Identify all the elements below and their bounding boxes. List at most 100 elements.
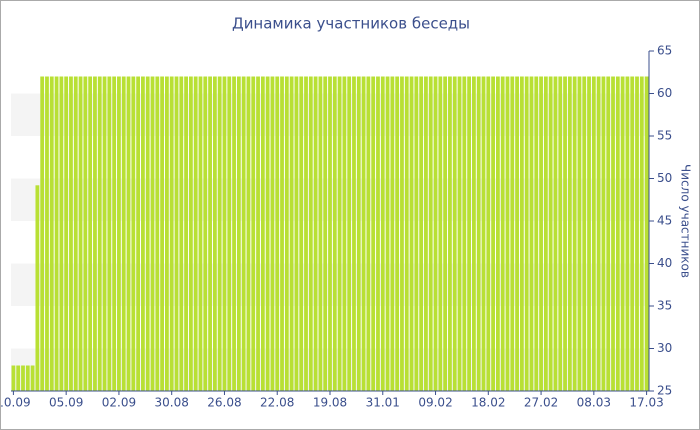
bar — [308, 76, 313, 391]
bar — [64, 76, 69, 391]
bar — [11, 365, 16, 391]
y-tick-label: 40 — [657, 256, 672, 270]
bar — [519, 76, 524, 391]
bar — [361, 76, 366, 391]
bar — [165, 76, 169, 391]
bar — [438, 76, 443, 391]
bar — [246, 76, 251, 391]
bar — [174, 76, 179, 391]
x-tick-label: 10.09 — [0, 396, 31, 410]
bar — [241, 76, 246, 391]
bar — [395, 76, 400, 391]
bar — [524, 76, 529, 391]
chart-title: Динамика участников беседы — [232, 15, 470, 33]
bar — [212, 76, 217, 391]
bar — [452, 76, 457, 391]
bar — [323, 76, 328, 391]
bar — [155, 76, 160, 391]
bar — [601, 76, 606, 391]
bar — [558, 76, 563, 391]
x-tick-label: 05.09 — [49, 396, 83, 410]
bar — [227, 76, 232, 391]
bar — [260, 76, 265, 391]
bar — [208, 76, 212, 391]
bar — [54, 76, 59, 391]
bar — [371, 76, 376, 391]
bar — [433, 76, 438, 391]
bar — [141, 76, 145, 391]
bar — [73, 76, 78, 391]
bar — [251, 76, 256, 391]
y-tick-label: 50 — [657, 171, 672, 185]
bar — [198, 76, 203, 391]
bar — [539, 76, 543, 391]
bar — [30, 365, 35, 391]
bar — [515, 76, 519, 391]
bar — [486, 76, 491, 391]
x-tick-label: 18.02 — [471, 396, 505, 410]
bar — [553, 76, 558, 391]
bar — [203, 76, 208, 391]
y-tick-label: 30 — [657, 341, 672, 355]
bar — [25, 365, 30, 391]
bar — [529, 76, 534, 391]
bar — [472, 76, 476, 391]
bar — [265, 76, 270, 391]
bar — [270, 76, 275, 391]
x-tick-label: 30.08 — [155, 396, 189, 410]
x-tick-label: 27.02 — [524, 396, 558, 410]
bar — [160, 76, 165, 391]
bar — [107, 76, 112, 391]
bar — [591, 76, 596, 391]
bar — [400, 76, 404, 391]
bar — [332, 76, 337, 391]
bar — [596, 76, 601, 391]
bar — [577, 76, 582, 391]
bar — [299, 76, 304, 391]
bar — [462, 76, 467, 391]
bar — [35, 185, 40, 391]
x-tick-label: 17.03 — [629, 396, 663, 410]
bar — [404, 76, 409, 391]
bar — [548, 76, 553, 391]
bar — [88, 76, 93, 391]
y-axis-label: Число участников — [679, 164, 693, 278]
bar — [313, 76, 318, 391]
x-tick-label: 19.08 — [313, 396, 347, 410]
bar — [500, 76, 505, 391]
bar — [97, 76, 102, 391]
bar — [563, 76, 567, 391]
bar — [639, 76, 644, 391]
bar — [232, 76, 236, 391]
x-tick-label: 02.09 — [102, 396, 136, 410]
y-tick-label: 25 — [657, 384, 672, 398]
bar — [380, 76, 385, 391]
bar — [294, 76, 299, 391]
bar — [217, 76, 222, 391]
bar — [222, 76, 227, 391]
bar — [275, 76, 280, 391]
bar — [366, 76, 371, 391]
bar — [419, 76, 424, 391]
bar — [510, 76, 515, 391]
bar — [582, 76, 587, 391]
bar — [448, 76, 452, 391]
bar — [49, 76, 54, 391]
bar — [352, 76, 356, 391]
bar — [615, 76, 620, 391]
bar — [630, 76, 635, 391]
bar — [83, 76, 88, 391]
bar — [543, 76, 548, 391]
bar — [467, 76, 472, 391]
bar — [390, 76, 395, 391]
x-tick-label: 26.08 — [207, 396, 241, 410]
bar — [409, 76, 414, 391]
bar — [414, 76, 419, 391]
bar — [93, 76, 97, 391]
y-tick-label: 65 — [657, 44, 672, 58]
bar — [193, 76, 198, 391]
bar — [495, 76, 500, 391]
bar — [59, 76, 64, 391]
bar — [145, 76, 150, 391]
